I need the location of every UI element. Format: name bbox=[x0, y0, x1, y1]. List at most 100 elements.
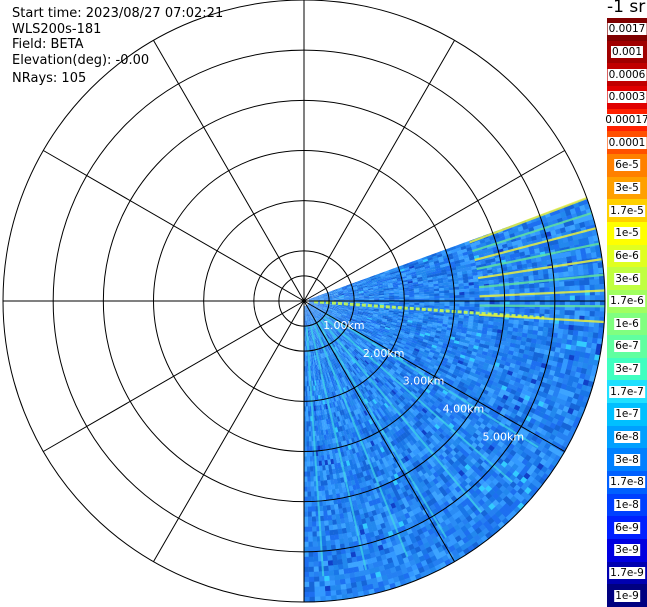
range-gate bbox=[501, 266, 508, 272]
range-gate bbox=[356, 283, 363, 287]
range-gate bbox=[313, 295, 319, 298]
range-gate bbox=[328, 306, 334, 309]
range-gate bbox=[570, 250, 577, 257]
range-gate bbox=[362, 285, 368, 288]
range-gate bbox=[488, 321, 494, 326]
range-gate bbox=[516, 260, 523, 266]
range-gate bbox=[528, 321, 535, 327]
range-gate bbox=[434, 303, 440, 306]
range-gate bbox=[368, 310, 374, 313]
range-gate bbox=[433, 280, 439, 285]
range-gate bbox=[450, 266, 457, 271]
range-gate bbox=[454, 260, 461, 265]
range-gate bbox=[381, 321, 387, 325]
range-gate bbox=[518, 276, 525, 282]
range-gate bbox=[367, 284, 373, 287]
range-gate bbox=[497, 244, 504, 251]
range-gate bbox=[454, 289, 460, 293]
range-gate bbox=[409, 296, 415, 299]
range-gate bbox=[453, 286, 460, 290]
range-gate bbox=[373, 309, 379, 312]
range-gate bbox=[524, 284, 530, 289]
range-gate bbox=[447, 273, 453, 278]
range-gate bbox=[394, 268, 400, 272]
range-gate bbox=[348, 308, 354, 311]
range-gate bbox=[387, 314, 394, 318]
range-gate bbox=[387, 281, 393, 284]
range-gate bbox=[418, 313, 424, 317]
range-gate bbox=[423, 311, 430, 315]
range-gate bbox=[372, 314, 379, 318]
range-gate bbox=[375, 276, 382, 280]
range-gate bbox=[370, 277, 377, 281]
range-gate bbox=[344, 298, 350, 300]
range-gate bbox=[560, 343, 567, 350]
range-gate bbox=[531, 261, 538, 268]
range-gate bbox=[527, 329, 534, 335]
range-gate bbox=[517, 324, 524, 330]
range-gate bbox=[587, 263, 594, 270]
range-gate bbox=[457, 323, 464, 328]
range-gate bbox=[408, 286, 414, 290]
range-gate bbox=[388, 268, 395, 272]
range-gate bbox=[569, 208, 577, 215]
range-gate bbox=[509, 253, 516, 259]
range-gate bbox=[351, 282, 357, 285]
range-gate bbox=[388, 290, 395, 294]
range-gate bbox=[551, 360, 558, 367]
range-gate bbox=[481, 330, 488, 335]
range-gate bbox=[308, 302, 315, 304]
range-gate bbox=[465, 263, 472, 268]
range-gate bbox=[308, 301, 315, 303]
range-gate bbox=[443, 316, 449, 320]
range-gate bbox=[463, 315, 470, 320]
range-gate bbox=[313, 303, 319, 305]
range-gate bbox=[408, 288, 415, 292]
range-gate bbox=[461, 270, 468, 275]
range-gate bbox=[441, 252, 448, 257]
range-gate bbox=[483, 320, 489, 325]
range-gate bbox=[484, 297, 490, 301]
range-gate bbox=[318, 303, 325, 306]
range-gate bbox=[357, 312, 364, 316]
range-gate bbox=[368, 308, 375, 310]
range-gate bbox=[434, 290, 440, 294]
range-gate bbox=[313, 296, 319, 298]
range-gate bbox=[484, 287, 490, 291]
range-gate bbox=[308, 299, 315, 301]
range-gate bbox=[399, 268, 406, 272]
range-gate bbox=[494, 297, 500, 301]
range-gate bbox=[469, 337, 476, 343]
range-gate bbox=[365, 278, 372, 282]
range-gate bbox=[512, 273, 519, 278]
range-gate bbox=[462, 324, 469, 329]
range-gate bbox=[362, 314, 368, 317]
range-gate bbox=[508, 229, 515, 235]
range-gate bbox=[438, 282, 444, 287]
range-gate bbox=[391, 278, 398, 282]
range-gate bbox=[404, 266, 410, 271]
range-gate bbox=[381, 277, 387, 281]
range-gate bbox=[551, 258, 558, 265]
range-gate bbox=[338, 296, 345, 298]
range-gate bbox=[490, 338, 497, 344]
range-gate bbox=[313, 302, 320, 305]
range-gate bbox=[353, 308, 359, 311]
range-gate bbox=[530, 338, 537, 344]
range-gate bbox=[459, 297, 465, 301]
range-gate bbox=[545, 231, 552, 238]
range-gate bbox=[509, 308, 515, 313]
range-gate bbox=[333, 297, 340, 299]
range-gate bbox=[358, 308, 364, 311]
range-gate bbox=[371, 279, 377, 282]
range-gate bbox=[333, 292, 339, 295]
range-gate bbox=[364, 302, 370, 304]
range-gate bbox=[498, 322, 504, 327]
range-gate bbox=[566, 256, 573, 263]
range-gate bbox=[368, 309, 374, 312]
range-gate bbox=[455, 265, 462, 270]
range-gate bbox=[328, 295, 334, 297]
range-gate bbox=[377, 281, 383, 285]
range-gate bbox=[533, 274, 540, 280]
range-gate bbox=[308, 299, 315, 301]
